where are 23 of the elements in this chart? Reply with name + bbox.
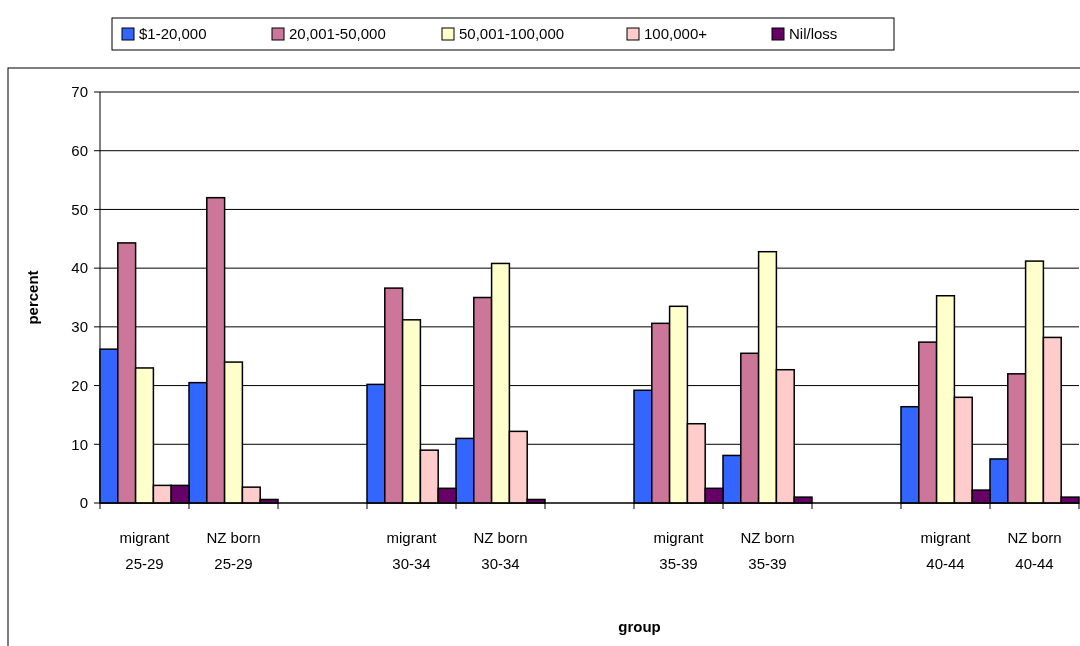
y-tick-label: 50 [71, 200, 88, 218]
x-tick-label: migrant 40-44 [920, 529, 972, 572]
x-tick-label: NZ born 35-39 [740, 529, 795, 572]
legend-label: 100,000+ [644, 25, 708, 43]
y-tick-label: 20 [71, 376, 88, 394]
y-tick-label: 0 [79, 494, 88, 512]
x-tick-label: NZ born 25-29 [206, 529, 261, 572]
y-tick-label: 30 [71, 318, 88, 336]
y-tick-label: 70 [71, 83, 88, 101]
y-tick-label: 60 [71, 141, 88, 159]
y-tick-label: 40 [71, 259, 88, 277]
x-axis-title: group [618, 618, 661, 635]
y-axis-title: percent [24, 270, 41, 325]
legend-label: 20,001-50,000 [289, 25, 386, 43]
x-tick-label: NZ born 40-44 [1007, 529, 1062, 572]
y-tick-label: 10 [71, 435, 88, 453]
x-tick-label: migrant 35-39 [653, 529, 705, 572]
x-tick-label: migrant 30-34 [386, 529, 438, 572]
legend-label: 50,001-100,000 [459, 25, 565, 43]
legend-label: $1-20,000 [139, 25, 207, 43]
x-tick-label: migrant 25-29 [119, 529, 171, 572]
legend-label: Nil/loss [789, 25, 838, 43]
x-tick-label: NZ born 30-34 [473, 529, 528, 572]
